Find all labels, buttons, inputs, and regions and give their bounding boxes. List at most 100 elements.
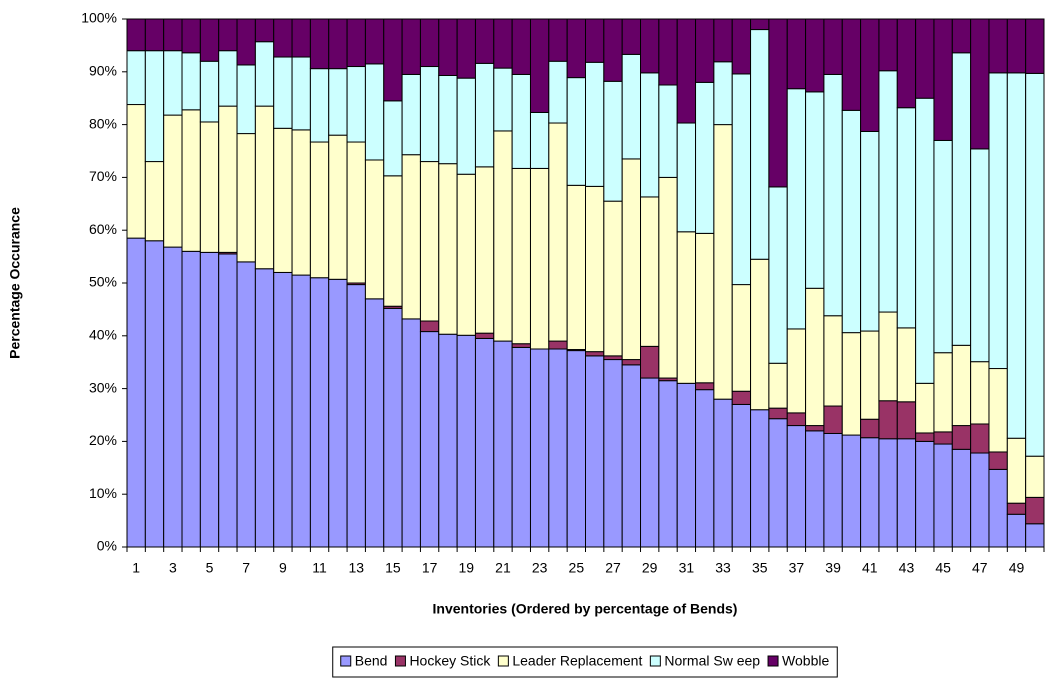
bar-segment (126, 237, 146, 548)
bar-segment (896, 107, 917, 329)
bar-segment (970, 361, 990, 425)
bar-segment (493, 340, 513, 548)
bar-segment (401, 18, 421, 75)
bar-segment (878, 70, 898, 313)
bar-segment (456, 334, 476, 548)
bar-segment (511, 18, 531, 75)
bar-segment (603, 18, 623, 82)
bar-segment (291, 56, 311, 131)
y-axis-title: Percentage Occurance (7, 207, 23, 359)
bar-segment (988, 18, 1008, 74)
y-tick-label: 0% (97, 538, 117, 554)
legend-label: Normal Sw eep (664, 653, 760, 669)
bar-segment (364, 298, 385, 548)
bar-segment (713, 61, 733, 126)
bar-segment (860, 330, 880, 420)
bar-segment (346, 66, 366, 143)
bar-segment (970, 423, 990, 454)
bar-segment (346, 284, 366, 548)
bar-segment (364, 18, 385, 65)
bar-segment (1025, 18, 1045, 74)
bar-segment (823, 432, 843, 548)
bar-segment (309, 18, 330, 70)
y-tick-label: 90% (89, 63, 117, 79)
bar-segment (988, 468, 1008, 548)
legend: Bend Hockey Stick Leader Replacement Normal… (332, 646, 838, 678)
bar-segment (896, 401, 917, 440)
bar-segment (988, 368, 1008, 453)
bar-segment (364, 159, 385, 300)
bar-segment (841, 332, 862, 436)
x-tick-label: 19 (459, 560, 475, 576)
bar-segment (933, 443, 953, 548)
legend-swatch (497, 655, 509, 667)
bar-segment (603, 359, 623, 548)
bar-segment (419, 320, 440, 333)
bar-segment (383, 175, 403, 307)
bar-segment (658, 84, 678, 178)
x-tick-label: 47 (972, 560, 988, 576)
bar-segment (878, 18, 898, 72)
bar-segment (805, 287, 825, 427)
bar-segment (254, 18, 275, 43)
bar-segment (291, 18, 311, 58)
x-tick-label: 25 (569, 560, 585, 576)
bar-segment (1006, 437, 1027, 504)
bar-segment (199, 18, 220, 62)
bar-segment (493, 18, 513, 69)
bar-segment (823, 73, 843, 317)
legend-label: Wobble (782, 653, 829, 669)
bar-segment (603, 200, 623, 357)
bar-segment (713, 18, 733, 63)
x-tick-label: 23 (532, 560, 548, 576)
bar-segment (731, 18, 752, 75)
x-tick-label: 21 (495, 560, 511, 576)
x-tick-label: 7 (242, 560, 250, 576)
bar-segment (181, 109, 201, 252)
bar-segment (786, 18, 807, 90)
bar-segment (970, 18, 990, 150)
bar-segment (951, 344, 972, 427)
bar-segment (383, 18, 403, 102)
bar-segment (695, 382, 715, 391)
bar-segment (548, 340, 568, 350)
bar-segment (621, 364, 642, 548)
bar-segment (915, 97, 935, 384)
legend-swatch (767, 655, 779, 667)
bar-segment (915, 432, 935, 442)
bar-segment (585, 61, 605, 187)
bar-segment (640, 345, 660, 379)
bar-segment (676, 122, 697, 233)
bar-segment (1025, 72, 1045, 457)
bar-segment (805, 18, 825, 93)
bar-segment (401, 73, 421, 156)
bar-segment (474, 332, 495, 339)
bar-segment (768, 18, 788, 188)
bar-segment (438, 163, 458, 335)
legend-swatch (649, 655, 661, 667)
bar-segment (163, 114, 183, 248)
bar-segment (805, 425, 825, 432)
bar-segment (566, 77, 586, 186)
y-tick-label: 80% (89, 115, 117, 131)
x-tick-label: 15 (385, 560, 401, 576)
bar-segment (548, 60, 568, 124)
bar-segment (1006, 18, 1027, 74)
bar-segment (309, 68, 330, 143)
y-tick-label: 50% (89, 274, 117, 290)
bar-segment (988, 451, 1008, 470)
bar-segment (401, 154, 421, 320)
bar-segment (970, 452, 990, 548)
bar-segment (328, 68, 348, 136)
bar-segment (328, 134, 348, 280)
y-tick-label: 20% (89, 432, 117, 448)
bar-segment (199, 60, 220, 123)
bar-segment (419, 66, 440, 163)
bar-segment (364, 63, 385, 161)
bar-segment (291, 274, 311, 548)
bar-segment (1025, 523, 1045, 548)
bar-segment (309, 141, 330, 279)
bar-segment (786, 88, 807, 330)
bar-segment (236, 64, 256, 135)
